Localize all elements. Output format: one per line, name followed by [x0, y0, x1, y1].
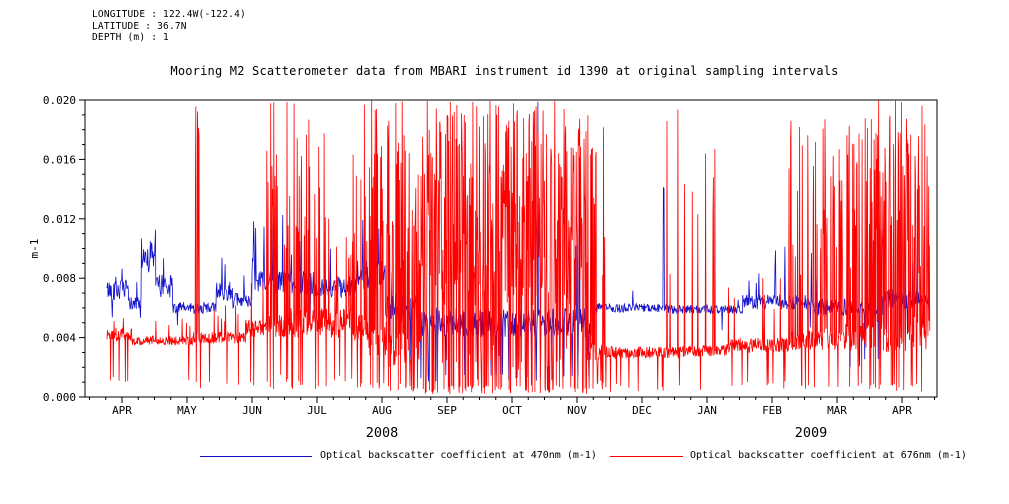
legend: Optical backscatter coefficient at 470nm…: [0, 448, 1009, 466]
x-month-label: APR: [112, 404, 132, 417]
header-latitude: LATITUDE : 36.7N: [92, 20, 187, 32]
y-tick-label: 0.004: [43, 332, 76, 345]
x-month-label: AUG: [372, 404, 392, 417]
x-month-label: FEB: [762, 404, 782, 417]
legend-line-676nm-icon: [610, 456, 683, 457]
x-month-label: NOV: [567, 404, 587, 417]
series-obs676-path: [106, 100, 931, 395]
header-longitude: LONGITUDE : 122.4W(-122.4): [92, 9, 246, 20]
x-month-label: OCT: [502, 404, 522, 417]
header-depth: DEPTH (m) : 1: [92, 32, 169, 43]
y-tick-label: 0.012: [43, 213, 76, 226]
x-month-label: MAR: [827, 404, 847, 417]
legend-label-470nm: Optical backscatter coefficient at 470nm…: [320, 450, 597, 461]
legend-label-676nm: Optical backscatter coefficient at 676nm…: [690, 450, 967, 461]
y-axis-label: m-1: [28, 239, 41, 259]
y-tick-label: 0.020: [43, 94, 76, 107]
year-label: 2008: [366, 425, 399, 441]
x-month-label: APR: [892, 404, 912, 417]
year-label: 2009: [795, 425, 828, 441]
legend-line-470nm-icon: [200, 456, 312, 457]
x-month-label: SEP: [437, 404, 457, 417]
x-month-label: DEC: [632, 404, 652, 417]
x-month-label: JUL: [307, 404, 327, 417]
y-tick-label: 0.008: [43, 272, 76, 285]
chart-title: Mooring M2 Scatterometer data from MBARI…: [170, 64, 839, 78]
header-block: LONGITUDE : 122.4W(-122.4) LATITUDE : 36…: [92, 9, 246, 44]
y-tick-label: 0.000: [43, 391, 76, 404]
x-month-label: MAY: [177, 404, 197, 417]
x-month-label: JAN: [697, 404, 717, 417]
x-month-label: JUN: [242, 404, 262, 417]
y-tick-label: 0.016: [43, 153, 76, 166]
